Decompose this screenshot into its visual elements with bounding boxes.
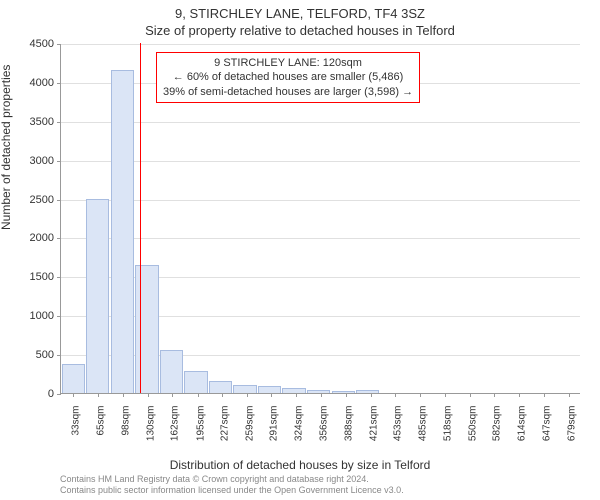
x-tick-label: 679sqm — [566, 406, 577, 442]
histogram-bar — [332, 391, 355, 393]
y-tick-mark — [57, 83, 61, 84]
y-tick-mark — [57, 277, 61, 278]
x-tick-mark — [494, 393, 495, 397]
x-tick-label: 614sqm — [516, 406, 527, 442]
x-tick-mark — [420, 393, 421, 397]
gridline — [61, 161, 580, 162]
histogram-bar — [111, 70, 134, 393]
x-tick-mark — [321, 393, 322, 397]
y-tick-label: 500 — [0, 349, 54, 361]
y-tick-label: 3000 — [0, 155, 54, 167]
property-marker-line — [140, 43, 141, 393]
plot-area: 9 STIRCHLEY LANE: 120sqm← 60% of detache… — [60, 44, 580, 394]
histogram-bar — [62, 364, 85, 393]
histogram-bar — [356, 390, 379, 393]
histogram-bar — [86, 199, 109, 393]
x-tick-label: 356sqm — [319, 406, 330, 442]
attribution-line-1: Contains HM Land Registry data © Crown c… — [60, 474, 404, 485]
x-tick-label: 259sqm — [244, 406, 255, 442]
x-tick-label: 518sqm — [443, 406, 454, 442]
x-tick-mark — [222, 393, 223, 397]
y-tick-mark — [57, 122, 61, 123]
x-tick-mark — [519, 393, 520, 397]
x-tick-label: 453sqm — [393, 406, 404, 442]
attribution-line-2: Contains public sector information licen… — [60, 485, 404, 496]
y-tick-mark — [57, 316, 61, 317]
x-tick-label: 33sqm — [71, 406, 82, 436]
x-tick-mark — [395, 393, 396, 397]
y-tick-label: 0 — [0, 388, 54, 400]
x-tick-label: 421sqm — [368, 406, 379, 442]
attribution: Contains HM Land Registry data © Crown c… — [60, 474, 404, 496]
x-tick-label: 195sqm — [195, 406, 206, 442]
x-tick-mark — [198, 393, 199, 397]
y-tick-label: 2500 — [0, 194, 54, 206]
histogram-bar — [184, 371, 207, 393]
x-tick-mark — [247, 393, 248, 397]
y-tick-label: 1500 — [0, 271, 54, 283]
x-tick-mark — [346, 393, 347, 397]
x-tick-label: 550sqm — [467, 406, 478, 442]
x-tick-mark — [172, 393, 173, 397]
annotation-line-3: 39% of semi-detached houses are larger (… — [163, 85, 413, 99]
y-tick-label: 1000 — [0, 310, 54, 322]
chart-container: 9, STIRCHLEY LANE, TELFORD, TF4 3SZ Size… — [0, 0, 600, 500]
y-tick-mark — [57, 355, 61, 356]
gridline — [61, 44, 580, 45]
x-tick-mark — [271, 393, 272, 397]
annotation-line-2: ← 60% of detached houses are smaller (5,… — [163, 70, 413, 84]
x-tick-label: 98sqm — [121, 406, 132, 436]
x-tick-mark — [544, 393, 545, 397]
x-tick-label: 162sqm — [170, 406, 181, 442]
x-tick-mark — [98, 393, 99, 397]
x-tick-label: 227sqm — [220, 406, 231, 442]
y-tick-mark — [57, 161, 61, 162]
chart-title-sub: Size of property relative to detached ho… — [0, 23, 600, 38]
x-axis-label: Distribution of detached houses by size … — [0, 458, 600, 472]
y-tick-label: 2000 — [0, 232, 54, 244]
x-tick-label: 130sqm — [145, 406, 156, 442]
x-tick-mark — [123, 393, 124, 397]
x-tick-label: 324sqm — [294, 406, 305, 442]
y-tick-label: 3500 — [0, 116, 54, 128]
x-tick-mark — [470, 393, 471, 397]
x-tick-mark — [148, 393, 149, 397]
x-tick-mark — [371, 393, 372, 397]
x-tick-mark — [73, 393, 74, 397]
histogram-bar — [135, 265, 158, 393]
x-tick-mark — [569, 393, 570, 397]
gridline — [61, 238, 580, 239]
x-tick-label: 485sqm — [417, 406, 428, 442]
x-tick-label: 647sqm — [542, 406, 553, 442]
y-tick-mark — [57, 200, 61, 201]
x-tick-mark — [296, 393, 297, 397]
x-tick-label: 388sqm — [343, 406, 354, 442]
gridline — [61, 122, 580, 123]
y-tick-mark — [57, 238, 61, 239]
histogram-bar — [209, 381, 232, 393]
x-tick-label: 291sqm — [269, 406, 280, 442]
y-tick-label: 4500 — [0, 38, 54, 50]
x-tick-label: 65sqm — [95, 406, 106, 436]
chart-title-main: 9, STIRCHLEY LANE, TELFORD, TF4 3SZ — [0, 6, 600, 21]
histogram-bar — [282, 388, 305, 393]
histogram-bar — [233, 385, 256, 393]
x-tick-mark — [445, 393, 446, 397]
histogram-bar — [258, 386, 281, 393]
x-tick-label: 582sqm — [492, 406, 503, 442]
histogram-bar — [307, 390, 330, 393]
annotation-line-1: 9 STIRCHLEY LANE: 120sqm — [163, 56, 413, 70]
histogram-bar — [160, 350, 183, 393]
y-tick-mark — [57, 394, 61, 395]
annotation-box: 9 STIRCHLEY LANE: 120sqm← 60% of detache… — [156, 52, 420, 103]
y-tick-mark — [57, 44, 61, 45]
gridline — [61, 200, 580, 201]
y-tick-label: 4000 — [0, 77, 54, 89]
